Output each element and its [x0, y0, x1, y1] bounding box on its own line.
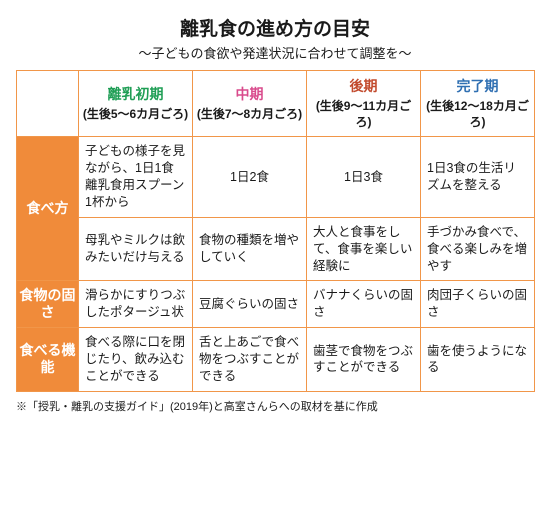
cell-katasa-c1: 豆腐ぐらいの固さ: [193, 281, 307, 328]
stage-name-0: 離乳初期: [81, 85, 190, 104]
header-row: 離乳初期 (生後5〜6カ月ごろ) 中期 (生後7〜8カ月ごろ) 後期 (生後9〜…: [17, 71, 535, 137]
cell-kinou-c1: 舌と上あごで食べ物をつぶすことができる: [193, 328, 307, 392]
tabekata-row-1: 食べ方 子どもの様子を見ながら、1日1食離乳食用スプーン1杯から 1日2食 1日…: [17, 137, 535, 218]
stage-head-3: 完了期 (生後12〜18カ月ごろ): [421, 71, 535, 137]
cell-tabekata-r1-c2: 1日3食: [307, 137, 421, 218]
rowlabel-tabekata: 食べ方: [17, 137, 79, 281]
cell-katasa-c0: 滑らかにすりつぶしたポタージュ状: [79, 281, 193, 328]
stage-head-0: 離乳初期 (生後5〜6カ月ごろ): [79, 71, 193, 137]
kinou-row: 食べる機能 食べる際に口を閉じたり、飲み込むことができる 舌と上あごで食べ物をつ…: [17, 328, 535, 392]
cell-tabekata-r2-c2: 大人と食事をして、食事を楽しい経験に: [307, 217, 421, 281]
page-title: 離乳食の進め方の目安: [16, 14, 534, 41]
stage-name-2: 後期: [309, 77, 418, 96]
page-subtitle: 〜子どもの食欲や発達状況に合わせて調整を〜: [16, 43, 534, 62]
cell-tabekata-r2-c1: 食物の種類を増やしていく: [193, 217, 307, 281]
cell-katasa-c3: 肉団子くらいの固さ: [421, 281, 535, 328]
cell-tabekata-r2-c0: 母乳やミルクは飲みたいだけ与える: [79, 217, 193, 281]
footnote: ※「授乳・離乳の支援ガイド」(2019年)と高室さんらへの取材を基に作成: [16, 398, 534, 414]
stage-head-1: 中期 (生後7〜8カ月ごろ): [193, 71, 307, 137]
corner-cell: [17, 71, 79, 137]
cell-tabekata-r1-c1: 1日2食: [193, 137, 307, 218]
cell-tabekata-r1-c3: 1日3食の生活リズムを整える: [421, 137, 535, 218]
cell-tabekata-r1-c0: 子どもの様子を見ながら、1日1食離乳食用スプーン1杯から: [79, 137, 193, 218]
cell-kinou-c0: 食べる際に口を閉じたり、飲み込むことができる: [79, 328, 193, 392]
stage-name-1: 中期: [195, 85, 304, 104]
cell-katasa-c2: バナナくらいの固さ: [307, 281, 421, 328]
stage-age-0: (生後5〜6カ月ごろ): [81, 106, 190, 122]
stage-head-2: 後期 (生後9〜11カ月ごろ): [307, 71, 421, 137]
katasa-row: 食物の固さ 滑らかにすりつぶしたポタージュ状 豆腐ぐらいの固さ バナナくらいの固…: [17, 281, 535, 328]
stage-age-1: (生後7〜8カ月ごろ): [195, 106, 304, 122]
rowlabel-katasa: 食物の固さ: [17, 281, 79, 328]
cell-kinou-c3: 歯を使うようになる: [421, 328, 535, 392]
cell-kinou-c2: 歯茎で食物をつぶすことができる: [307, 328, 421, 392]
stage-age-2: (生後9〜11カ月ごろ): [309, 98, 418, 130]
stage-age-3: (生後12〜18カ月ごろ): [423, 98, 532, 130]
stage-name-3: 完了期: [423, 77, 532, 96]
tabekata-row-2: 母乳やミルクは飲みたいだけ与える 食物の種類を増やしていく 大人と食事をして、食…: [17, 217, 535, 281]
rowlabel-kinou: 食べる機能: [17, 328, 79, 392]
cell-tabekata-r2-c3: 手づかみ食べで、食べる楽しみを増やす: [421, 217, 535, 281]
stages-table: 離乳初期 (生後5〜6カ月ごろ) 中期 (生後7〜8カ月ごろ) 後期 (生後9〜…: [16, 70, 535, 392]
